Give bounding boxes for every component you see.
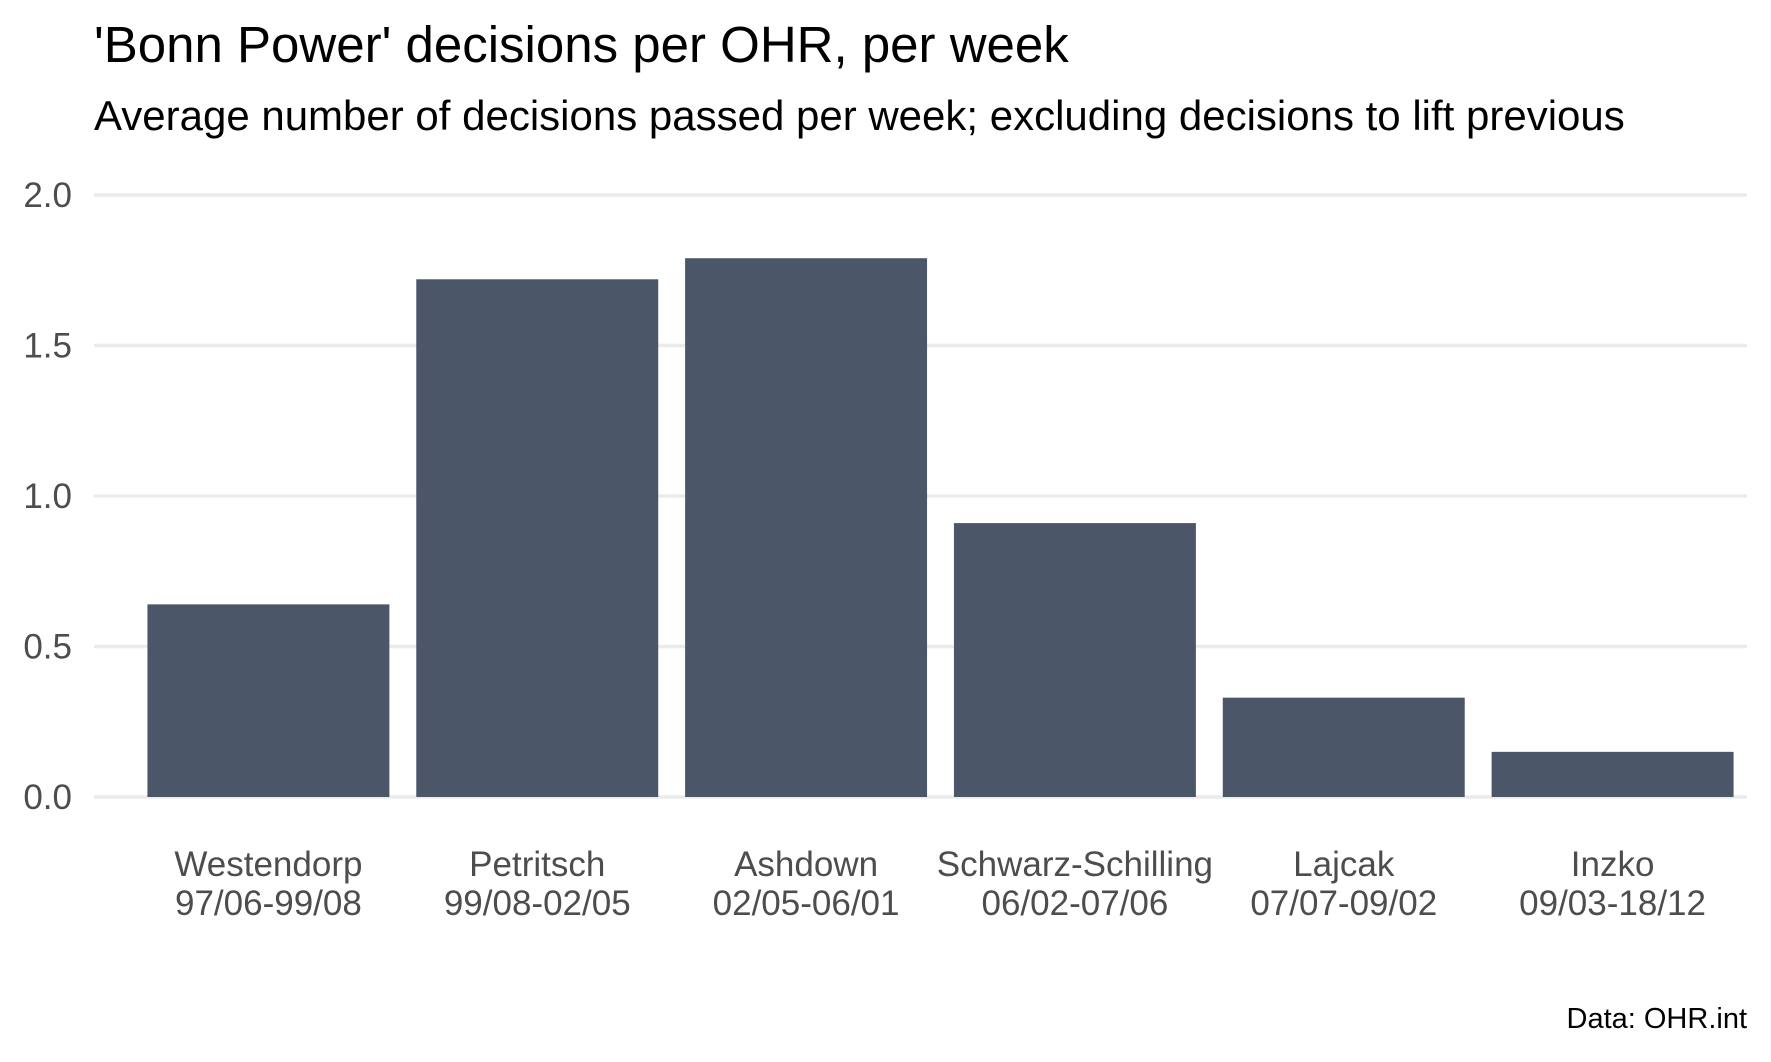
x-category-name: Lajcak xyxy=(1293,845,1395,884)
chart-title: 'Bonn Power' decisions per OHR, per week xyxy=(94,16,1069,73)
bars xyxy=(147,258,1734,798)
y-tick-label: 2.0 xyxy=(23,176,72,215)
y-tick-label: 0.5 xyxy=(23,628,72,667)
x-category-name: Ashdown xyxy=(734,845,878,884)
bar-lajcak xyxy=(1222,697,1465,797)
bar-ashdown xyxy=(685,258,928,798)
chart-subtitle: Average number of decisions passed per w… xyxy=(94,92,1625,139)
y-tick-label: 1.5 xyxy=(23,327,72,366)
x-category-period: 97/06-99/08 xyxy=(175,884,362,923)
x-category-name: Inzko xyxy=(1571,845,1655,884)
bar-schwarz-schilling xyxy=(953,523,1196,797)
bar-petritsch xyxy=(416,279,659,797)
bar-westendorp xyxy=(147,604,390,797)
y-tick-label: 0.0 xyxy=(23,778,72,817)
y-axis-tick-labels: 0.0 0.5 1.0 1.5 2.0 xyxy=(23,176,72,817)
x-category-period: 99/08-02/05 xyxy=(444,884,631,923)
x-category-name: Petritsch xyxy=(469,845,605,884)
x-category-name: Westendorp xyxy=(174,845,362,884)
x-category-period: 07/07-09/02 xyxy=(1250,884,1437,923)
x-category-period: 06/02-07/06 xyxy=(982,884,1169,923)
y-tick-label: 1.0 xyxy=(23,477,72,516)
bar-inzko xyxy=(1491,751,1734,797)
x-category-name: Schwarz-Schilling xyxy=(937,845,1213,884)
chart-caption: Data: OHR.int xyxy=(1567,1003,1748,1035)
x-category-period: 09/03-18/12 xyxy=(1519,884,1706,923)
x-category-period: 02/05-06/01 xyxy=(713,884,900,923)
